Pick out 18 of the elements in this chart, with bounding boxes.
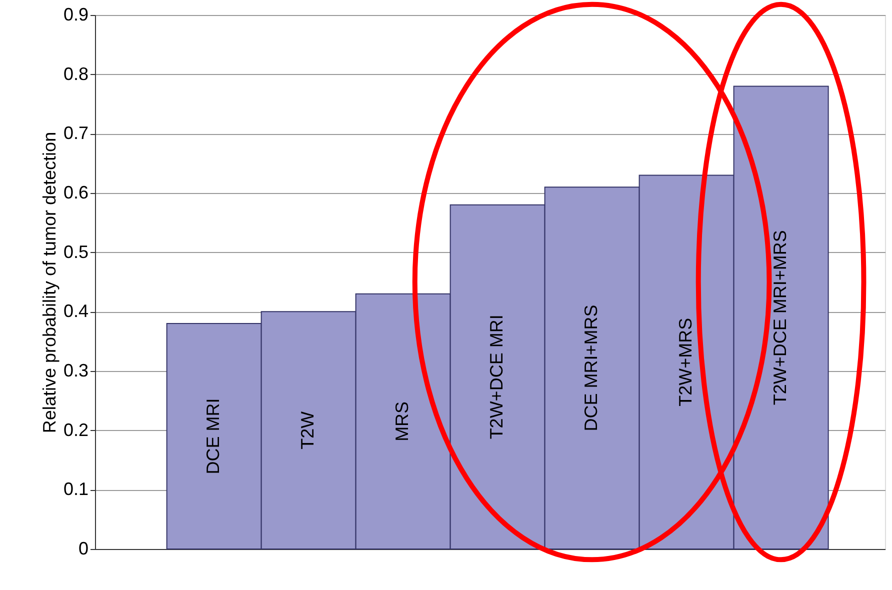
x-tick-label: T2W+MRS	[676, 318, 696, 406]
y-axis-title: Relative probability of tumor detection	[39, 132, 60, 434]
x-tick-label: T2W	[298, 411, 318, 450]
y-tick-label: 0.2	[63, 420, 88, 440]
y-tick-label: 0.6	[63, 182, 88, 202]
x-tick-label: T2W+DCE MRI	[486, 314, 507, 440]
x-tick-label: MRS	[392, 401, 412, 442]
x-tick-label: T2W+DCE MRI+MRS	[770, 230, 790, 406]
y-tick-label: 0	[78, 538, 88, 558]
x-tick-label: DCE MRI	[203, 398, 224, 474]
x-tick-label: DCE MRI+MRS	[581, 304, 602, 432]
y-tick-label: 0.5	[63, 242, 88, 262]
y-tick-label: 0.4	[63, 301, 88, 322]
y-tick-label: 0.3	[63, 360, 88, 380]
y-tick-label: 0.1	[63, 479, 88, 500]
y-tick-label: 0.9	[63, 4, 88, 24]
y-tick-label: 0.7	[63, 123, 88, 144]
y-tick-label: 0.8	[63, 64, 88, 84]
